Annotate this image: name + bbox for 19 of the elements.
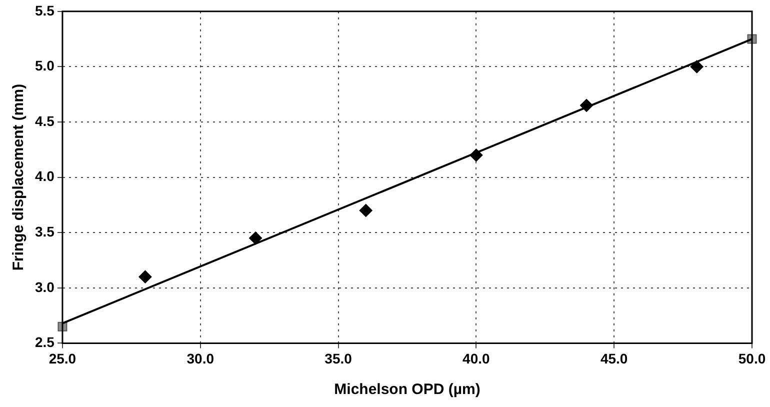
y-tick-label: 4.5	[34, 112, 55, 129]
x-tick-label: 40.0	[462, 350, 490, 366]
point	[359, 204, 372, 217]
y-tick-label: 3.0	[34, 278, 55, 295]
y-tick-label: 3.5	[34, 223, 55, 240]
y-axis-title: Fringe displacement (mm)	[10, 84, 28, 271]
x-tick-label: 30.0	[186, 350, 214, 366]
point	[138, 270, 152, 284]
point	[690, 60, 704, 74]
y-tick-label: 4.0	[34, 168, 55, 184]
x-tick-label: 35.0	[324, 350, 352, 366]
x-axis-title: Michelson OPD (µm)	[334, 381, 480, 398]
y-tick-label: 2.5	[34, 334, 55, 350]
point	[249, 232, 262, 245]
x-tick-label: 45.0	[600, 350, 628, 366]
y-tick-label: 5.5	[34, 2, 55, 18]
y-tick-label: 5.0	[34, 58, 55, 74]
x-tick-label: 50.0	[738, 350, 766, 366]
x-tick-label: 25.0	[48, 350, 76, 366]
